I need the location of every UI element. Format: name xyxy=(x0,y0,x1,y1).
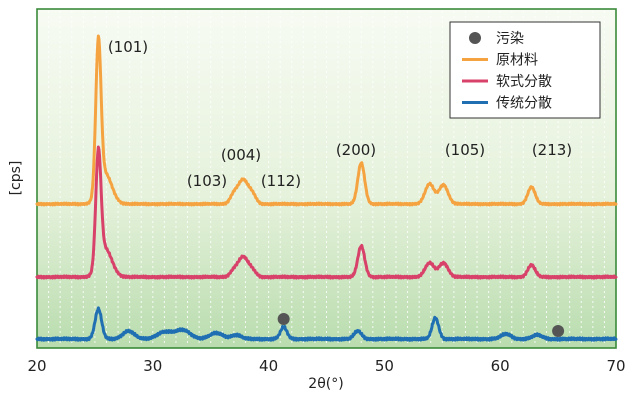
peak-label-2: (103) xyxy=(187,172,227,190)
x-tick-labels: 20 30 40 50 60 70 xyxy=(27,357,625,375)
peak-labels: (101) (004) (103) (112) (200) (105) (213) xyxy=(108,38,572,190)
peak-label-5: (105) xyxy=(445,141,485,159)
peak-label-3: (112) xyxy=(261,172,301,190)
peak-label-0: (101) xyxy=(108,38,148,56)
peak-label-4: (200) xyxy=(336,141,376,159)
legend-label-1: 软式分散 xyxy=(496,74,552,90)
legend-label-0: 原材料 xyxy=(496,53,538,69)
y-axis-title: [cps] xyxy=(8,161,24,196)
contamination-marker-0 xyxy=(277,313,290,325)
x-tick-label-2: 40 xyxy=(259,357,278,375)
legend-label-contamination: 污染 xyxy=(496,31,524,47)
x-axis-title: 2θ(°) xyxy=(308,376,343,392)
x-tick-label-3: 50 xyxy=(375,357,394,375)
x-tick-label-1: 30 xyxy=(143,357,162,375)
peak-label-1: (004) xyxy=(221,146,261,164)
series-layer xyxy=(35,34,618,342)
contamination-marker-1 xyxy=(552,324,565,337)
series-line-2 xyxy=(35,306,618,342)
legend-label-2: 传统分散 xyxy=(496,96,552,112)
series-line-0 xyxy=(35,34,618,207)
x-tick-label-5: 70 xyxy=(606,357,625,375)
peak-label-6: (213) xyxy=(532,141,572,159)
contamination-markers xyxy=(277,313,565,337)
x-tick-label-4: 60 xyxy=(491,357,510,375)
x-tick-label-0: 20 xyxy=(27,357,46,375)
series-line-1 xyxy=(35,145,618,280)
legend-marker-contamination xyxy=(469,32,481,44)
